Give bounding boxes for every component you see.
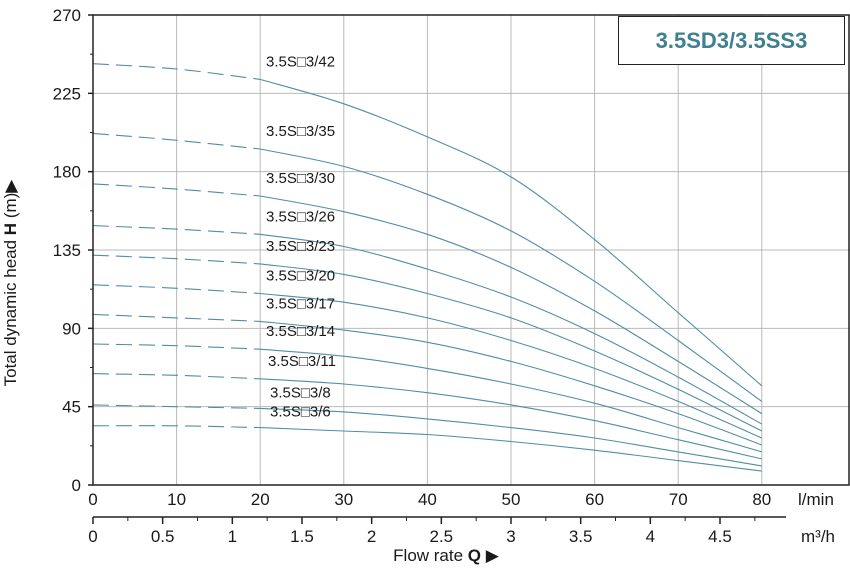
curve-line [260, 378, 762, 460]
y-tick-label: 225 [53, 84, 81, 103]
model-title-box: 3.5SD3/3.5SS3 [618, 16, 845, 65]
curve-dashed-segment [92, 404, 261, 409]
x-tick-label-lmin: 70 [669, 490, 688, 509]
x-tick-label-lmin: 60 [585, 490, 604, 509]
curve-line [260, 407, 762, 467]
curve-label: 3.5S□3/14 [266, 323, 335, 340]
curve-dashed-segment [92, 373, 261, 380]
curve-label: 3.5S□3/26 [266, 208, 335, 225]
x-tick-label-m3h: 2 [367, 527, 376, 546]
curve-line [260, 263, 763, 432]
curve-line [260, 233, 763, 425]
x-tick-label-m3h: 3.5 [569, 527, 593, 546]
curve-dashed-segment [92, 313, 261, 322]
curve-dashed-segment [92, 63, 261, 80]
curve-label: 3.5S□3/11 [268, 353, 336, 370]
x-tick-label-m3h: 2.5 [430, 527, 454, 546]
x-unit-lmin: l/min [798, 490, 834, 509]
y-tick-label: 45 [62, 398, 81, 417]
x-axis-title: Flow rate Q ▶ [393, 546, 500, 565]
curve-label: 3.5S□3/6 [270, 404, 331, 421]
y-tick-label: 135 [53, 241, 81, 260]
x-tick-label-m3h: 0 [88, 527, 97, 546]
x-tick-label-lmin: 50 [502, 490, 521, 509]
axes [88, 14, 850, 524]
curve-line [260, 78, 763, 387]
x-tick-label-lmin: 10 [167, 490, 186, 509]
x-tick-label-lmin: 40 [418, 490, 437, 509]
curve-label: 3.5S□3/8 [270, 384, 331, 401]
curve-line [260, 348, 762, 453]
curve-label: 3.5S□3/17 [266, 295, 335, 312]
curve-dashed-segment [92, 132, 261, 150]
curve-line [260, 320, 762, 446]
curve-line [260, 292, 763, 439]
y-axis-title: Total dynamic head H (m)▶ [1, 179, 20, 387]
curve-line [260, 148, 763, 402]
x-tick-label-lmin: 80 [752, 490, 771, 509]
curve-dashed-segment [92, 425, 261, 429]
y-tick-label: 270 [53, 6, 81, 25]
x-tick-label-m3h: 1.5 [290, 527, 314, 546]
x-unit-m3h: m³/h [801, 527, 835, 546]
x-tick-label-m3h: 1 [228, 527, 237, 546]
y-tick-label: 180 [53, 163, 81, 182]
curve-dashed-segment [92, 254, 261, 265]
x-tick-label-lmin: 0 [88, 490, 97, 509]
curve-line [260, 195, 763, 415]
curve-label: 3.5S□3/23 [266, 238, 335, 255]
curve-labels: 3.5S□3/42 3.5S□3/35 3.5S□3/30 3.5S□3/26 3.5S… [266, 53, 336, 420]
x-tick-label-m3h: 4 [646, 527, 655, 546]
curve-dashed-segment [92, 225, 261, 235]
model-title: 3.5SD3/3.5SS3 [655, 27, 808, 53]
curve-label: 3.5S□3/42 [266, 53, 335, 70]
y-tick-label: 0 [72, 476, 81, 495]
curve-dashed-segment [92, 343, 261, 350]
curve-dashed-segment [92, 284, 261, 295]
curve-dashed-segment [92, 183, 261, 197]
performance-curves [92, 63, 763, 472]
x-tick-label-m3h: 0.5 [151, 527, 175, 546]
x-tick-label-lmin: 20 [251, 490, 270, 509]
x-tick-label-m3h: 3 [506, 527, 515, 546]
y-tick-label: 90 [62, 319, 81, 338]
curve-line [260, 427, 762, 472]
curve-label: 3.5S□3/20 [266, 268, 335, 285]
curve-label: 3.5S□3/35 [266, 123, 335, 140]
curve-label: 3.5S□3/30 [266, 170, 335, 187]
x-tick-label-m3h: 4.5 [708, 527, 732, 546]
x-tick-label-lmin: 30 [334, 490, 353, 509]
